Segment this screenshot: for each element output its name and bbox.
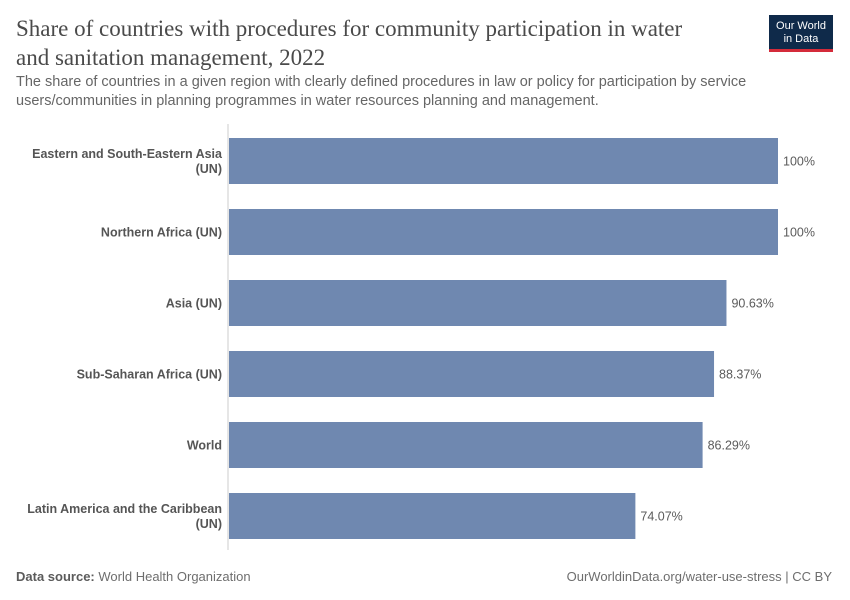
bar-3[interactable] <box>229 351 715 397</box>
chart-title: Share of countries with procedures for c… <box>16 16 683 70</box>
logo-line-1: Our World <box>776 20 826 32</box>
category-label-1: Northern Africa (UN) <box>101 226 222 240</box>
data-source-label: Data source: <box>16 569 95 584</box>
logo-line-2: in Data <box>783 32 819 45</box>
bar-1[interactable] <box>229 209 778 255</box>
value-label-5: 74.07% <box>640 510 682 524</box>
value-label-1: 100% <box>783 226 815 240</box>
category-label-2: Asia (UN) <box>166 297 222 311</box>
bar-2[interactable] <box>229 280 727 326</box>
category-label-5: Latin America and the Caribbean (UN) <box>27 502 222 531</box>
category-label-3: Sub-Saharan Africa (UN) <box>77 368 222 382</box>
value-label-0: 100% <box>783 155 815 169</box>
bar-4[interactable] <box>229 422 703 468</box>
value-label-3: 88.37% <box>719 368 761 382</box>
value-label-4: 86.29% <box>708 439 750 453</box>
footer-url[interactable]: OurWorldinData.org/water-use-stress | CC… <box>566 569 832 584</box>
category-label-4: World <box>187 439 222 453</box>
value-label-2: 90.63% <box>731 297 773 311</box>
data-source-link[interactable]: World Health Organization <box>98 569 251 584</box>
bar-0[interactable] <box>229 138 778 184</box>
category-label-0: Eastern and South-Eastern Asia (UN) <box>32 147 223 176</box>
chart-subtitle: The share of countries in a given region… <box>16 74 747 109</box>
data-source: Data source: World Health Organization <box>16 569 251 584</box>
owid-logo[interactable]: Our World in Data <box>769 15 833 52</box>
bar-5[interactable] <box>229 493 636 539</box>
